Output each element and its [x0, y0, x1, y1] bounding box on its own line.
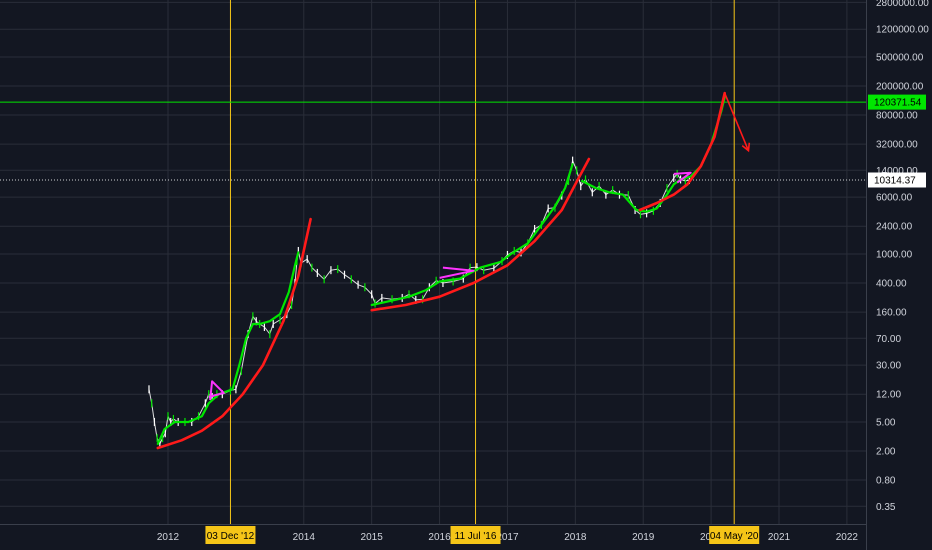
level-badge — [868, 172, 926, 188]
x-tick-label: 2019 — [632, 532, 655, 543]
x-tick-label: 2012 — [157, 532, 180, 543]
x-tick-label: 2014 — [293, 532, 316, 543]
y-tick-label: 0.80 — [876, 476, 896, 487]
y-tick-label: 0.35 — [876, 502, 896, 513]
y-tick-label: 12.00 — [876, 390, 901, 401]
x-tick-label: 2016 — [428, 532, 451, 543]
y-tick-label: 5.00 — [876, 417, 896, 428]
level-label: 120371.54 — [874, 98, 922, 109]
date-marker-badge — [205, 526, 256, 544]
y-tick-label: 400.00 — [876, 279, 907, 290]
date-marker-label: 04 May '20 — [710, 531, 759, 542]
y-tick-label: 32000.00 — [876, 140, 918, 151]
date-marker-badge — [450, 526, 501, 544]
level-badge — [868, 94, 926, 110]
y-tick-label: 70.00 — [876, 334, 901, 345]
support-curve — [156, 91, 726, 450]
y-tick-label: 2800000.00 — [876, 0, 929, 9]
y-tick-label: 30.00 — [876, 361, 901, 372]
y-tick-label: 500000.00 — [876, 52, 924, 63]
x-tick-label: 2017 — [496, 532, 519, 543]
y-tick-label: 2400.00 — [876, 222, 913, 233]
level-label: 10314.37 — [874, 175, 916, 186]
y-tick-label: 14000.00 — [876, 166, 918, 177]
x-tick-label: 2018 — [564, 532, 587, 543]
x-tick-label: 2015 — [361, 532, 384, 543]
x-tick-label: 2022 — [836, 532, 859, 543]
date-marker-badge — [709, 526, 760, 544]
y-tick-label: 80000.00 — [876, 111, 918, 122]
x-tick-label: 2021 — [768, 532, 791, 543]
y-tick-label: 6000.00 — [876, 193, 913, 204]
pennant-pattern — [208, 171, 692, 401]
projection-arrow-head — [741, 142, 751, 153]
y-tick-label: 2.00 — [876, 447, 896, 458]
y-tick-label: 1200000.00 — [876, 25, 929, 36]
date-marker-label: 03 Dec '12 — [207, 531, 255, 542]
y-tick-label: 200000.00 — [876, 82, 924, 93]
projection-arrow — [723, 92, 750, 151]
y-tick-label: 160.00 — [876, 308, 907, 319]
date-marker-label: 11 Jul '16 — [455, 531, 497, 542]
y-tick-label: 1000.00 — [876, 249, 913, 260]
